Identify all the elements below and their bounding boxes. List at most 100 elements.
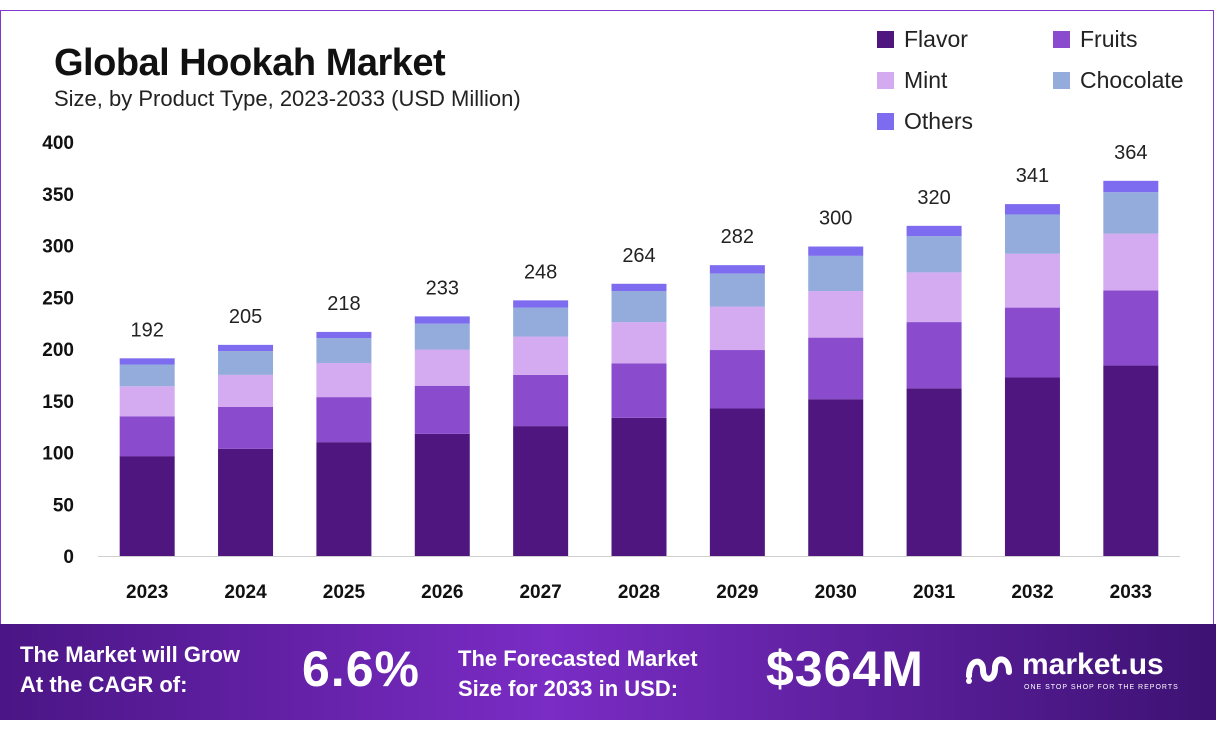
bar-segment-flavor [513, 426, 569, 556]
bar-total-label: 364 [1114, 142, 1147, 164]
bar-segment-flavor [1004, 377, 1060, 556]
forecast-value: $364M [766, 641, 924, 697]
x-tick-label: 2023 [126, 582, 168, 603]
stacked-bar-chart: 0 50 100 150 200 250 300 350 400 192 2023 205 2024 21… [42, 133, 1180, 603]
bar-segment-others [119, 358, 175, 365]
x-tick-label: 2026 [421, 582, 463, 603]
bar-segment-mint [906, 272, 962, 323]
bar-segment-chocolate [906, 236, 962, 273]
y-tick-label: 300 [42, 237, 74, 258]
y-tick-label: 150 [42, 392, 74, 413]
bar-segment-flavor [218, 448, 274, 556]
bar-segment-chocolate [414, 323, 470, 350]
bar-segment-fruits [414, 385, 470, 434]
x-tick-label: 2024 [224, 582, 267, 603]
x-tick-label: 2030 [815, 582, 857, 603]
bar-segment-fruits [316, 397, 372, 443]
bar-segment-flavor [316, 442, 372, 556]
bar-total-label: 341 [1016, 165, 1049, 187]
bar-segment-flavor [906, 388, 962, 556]
bar-segment-fruits [1004, 307, 1060, 378]
y-tick-label: 50 [53, 495, 74, 516]
bar-segment-others [709, 265, 765, 274]
cagr-label-line1: The Market will Grow [20, 642, 241, 667]
brand-name: market.us [1022, 648, 1164, 681]
bar-segment-chocolate [1004, 214, 1060, 254]
bar-segment-mint [611, 322, 667, 364]
y-tick-label: 200 [42, 340, 74, 361]
bar-segment-fruits [218, 406, 274, 449]
bar-segment-others [513, 300, 569, 308]
legend-swatch-flavor [877, 31, 894, 48]
bar-segment-fruits [808, 337, 864, 400]
bar-segment-fruits [906, 322, 962, 389]
bar-total-label: 264 [622, 245, 655, 267]
legend-label-chocolate: Chocolate [1080, 67, 1184, 93]
cagr-label-line2: At the CAGR of: [20, 672, 188, 697]
legend-swatch-chocolate [1053, 72, 1070, 89]
legend-swatch-mint [877, 72, 894, 89]
bar-segment-chocolate [218, 351, 274, 375]
cagr-value: 6.6% [302, 641, 420, 697]
y-tick-label: 100 [42, 444, 74, 465]
legend-item-flavor: Flavor [877, 26, 968, 53]
bar-segment-chocolate [1103, 192, 1159, 234]
y-tick-label: 0 [63, 547, 74, 568]
bar-segment-mint [218, 374, 274, 407]
bar-segment-chocolate [513, 307, 569, 337]
forecast-label-line1: The Forecasted Market [458, 646, 698, 671]
bar-segment-flavor [119, 456, 175, 556]
bar-segment-fruits [119, 416, 175, 457]
y-tick-label: 350 [42, 185, 74, 206]
legend-item-fruits: Fruits [1053, 26, 1138, 53]
brand-tagline: ONE STOP SHOP FOR THE REPORTS [1024, 684, 1179, 691]
bar-segment-chocolate [611, 291, 667, 323]
bar-segment-others [906, 225, 962, 237]
x-tick-label: 2032 [1011, 582, 1053, 603]
bar-segment-mint [414, 349, 470, 386]
legend-label-fruits: Fruits [1080, 26, 1138, 52]
bar-segment-flavor [414, 433, 470, 556]
bar-segment-mint [709, 306, 765, 351]
bar-segment-mint [1004, 253, 1060, 308]
bar-total-label: 300 [819, 208, 852, 230]
x-tick-label: 2028 [618, 582, 660, 603]
bar-total-label: 233 [426, 277, 459, 299]
bar-total-label: 248 [524, 261, 557, 283]
bar-segment-fruits [1103, 290, 1159, 366]
bar-segment-others [808, 246, 864, 256]
legend-swatch-others [877, 113, 894, 130]
bar-segment-others [414, 316, 470, 324]
bar-total-label: 192 [130, 319, 163, 341]
forecast-label: The Forecasted Market Size for 2033 in U… [458, 644, 698, 704]
legend-label-mint: Mint [904, 67, 948, 93]
market-us-logo-icon [966, 656, 1012, 684]
chart-title: Global Hookah Market [54, 42, 446, 84]
bar-segment-mint [316, 362, 372, 398]
bar-segment-mint [119, 386, 175, 417]
x-tick-label: 2029 [716, 582, 758, 603]
bar-segment-fruits [513, 374, 569, 427]
x-tick-label: 2031 [913, 582, 956, 603]
x-tick-label: 2033 [1110, 582, 1152, 603]
legend-item-mint: Mint [877, 67, 947, 94]
y-tick-label: 250 [42, 288, 74, 309]
y-tick-label: 400 [42, 133, 74, 154]
bar-segment-others [1103, 180, 1159, 193]
bar-segment-mint [808, 291, 864, 338]
chart-subtitle: Size, by Product Type, 2023-2033 (USD Mi… [54, 86, 521, 111]
legend-swatch-fruits [1053, 31, 1070, 48]
bar-segment-chocolate [709, 273, 765, 307]
bar-segment-chocolate [316, 338, 372, 363]
x-tick-label: 2027 [519, 582, 561, 603]
bar-segment-others [218, 344, 274, 352]
bar-segment-fruits [709, 350, 765, 409]
legend-label-others: Others [904, 108, 974, 134]
cagr-label: The Market will Grow At the CAGR of: [20, 640, 240, 700]
bar-total-label: 205 [229, 306, 262, 328]
legend-label-flavor: Flavor [904, 26, 968, 52]
bar-total-label: 320 [917, 187, 950, 209]
bar-segment-mint [1103, 233, 1159, 291]
bar-segment-flavor [1103, 365, 1159, 556]
chart-frame [0, 10, 1214, 628]
